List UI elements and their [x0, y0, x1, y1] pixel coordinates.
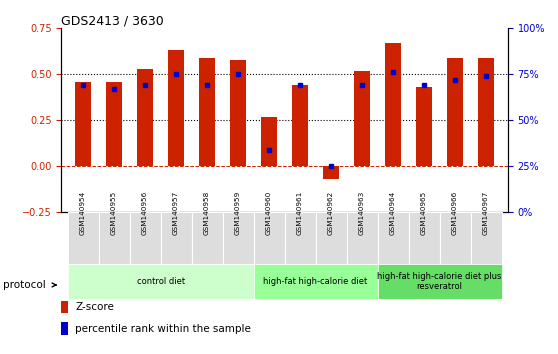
- Bar: [107, 82, 122, 166]
- Bar: [448, 58, 463, 166]
- Text: protocol: protocol: [3, 280, 46, 290]
- Text: high-fat high-calorie diet: high-fat high-calorie diet: [263, 277, 368, 286]
- Bar: [169, 50, 184, 166]
- Bar: [408, 212, 440, 264]
- Bar: [354, 71, 370, 166]
- Bar: [292, 85, 308, 166]
- Bar: [191, 212, 223, 264]
- Text: GSM140958: GSM140958: [204, 191, 210, 235]
- Text: percentile rank within the sample: percentile rank within the sample: [75, 324, 251, 333]
- Text: GSM140956: GSM140956: [142, 191, 148, 235]
- Bar: [386, 43, 401, 166]
- Bar: [75, 82, 91, 166]
- Bar: [440, 212, 470, 264]
- Text: GSM140957: GSM140957: [173, 191, 179, 235]
- Bar: [253, 212, 285, 264]
- Bar: [378, 264, 502, 299]
- Bar: [261, 117, 277, 166]
- Bar: [316, 212, 347, 264]
- Bar: [285, 212, 316, 264]
- Bar: [223, 212, 253, 264]
- Text: GSM140962: GSM140962: [328, 191, 334, 235]
- Text: Z-score: Z-score: [75, 302, 114, 312]
- Text: GSM140963: GSM140963: [359, 191, 365, 235]
- Bar: [137, 69, 153, 166]
- Bar: [161, 212, 191, 264]
- Bar: [199, 58, 215, 166]
- Bar: [347, 212, 378, 264]
- Bar: [416, 87, 432, 166]
- Text: GSM140954: GSM140954: [80, 191, 86, 235]
- Bar: [323, 166, 339, 179]
- Bar: [68, 212, 99, 264]
- Text: GSM140967: GSM140967: [483, 191, 489, 235]
- Bar: [129, 212, 161, 264]
- Bar: [230, 59, 246, 166]
- Text: high-fat high-calorie diet plus
resveratrol: high-fat high-calorie diet plus resverat…: [377, 272, 502, 291]
- Bar: [68, 264, 253, 299]
- Text: GSM140961: GSM140961: [297, 191, 303, 235]
- Bar: [378, 212, 408, 264]
- Text: GSM140959: GSM140959: [235, 191, 241, 235]
- Bar: [99, 212, 129, 264]
- Text: GDS2413 / 3630: GDS2413 / 3630: [61, 14, 164, 27]
- Text: GSM140966: GSM140966: [452, 191, 458, 235]
- Bar: [470, 212, 502, 264]
- Bar: [478, 58, 494, 166]
- Text: GSM140960: GSM140960: [266, 191, 272, 235]
- Text: GSM140955: GSM140955: [111, 191, 117, 235]
- Bar: [253, 264, 378, 299]
- Text: GSM140964: GSM140964: [390, 191, 396, 235]
- Text: control diet: control diet: [137, 277, 185, 286]
- Text: GSM140965: GSM140965: [421, 191, 427, 235]
